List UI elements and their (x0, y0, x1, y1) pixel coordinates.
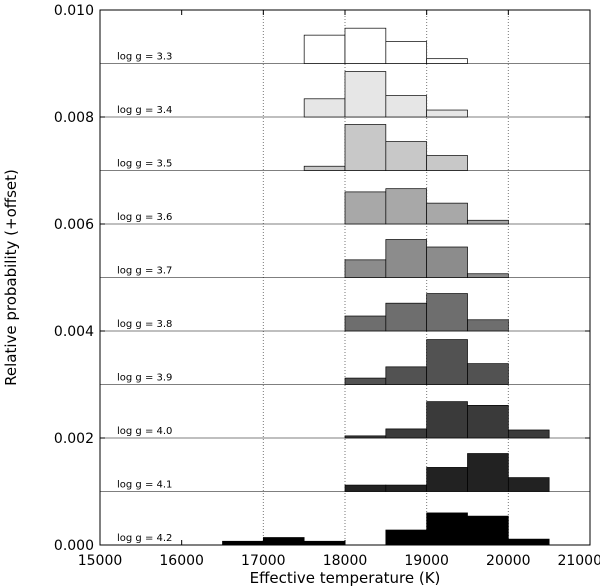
histogram-bar (344, 315, 387, 332)
histogram-bar (385, 302, 428, 332)
histogram-bar (344, 71, 387, 118)
histogram-bar (467, 363, 509, 385)
histogram-bar (426, 339, 468, 385)
row-label: log g = 4.0 (117, 426, 172, 437)
histogram-bar (467, 319, 509, 332)
histogram-bar (344, 259, 387, 278)
y-tick-label: 0.004 (54, 324, 94, 340)
histogram-bar (385, 428, 428, 439)
x-tick-label: 15000 (78, 553, 123, 569)
histogram-bar (262, 537, 305, 546)
histogram-bar (344, 124, 387, 171)
row-label: log g = 3.6 (117, 212, 172, 223)
histogram-bar (426, 246, 468, 278)
row-label: log g = 3.3 (117, 52, 172, 63)
y-axis-label: Relative probability (+offset) (2, 169, 20, 386)
y-tick-label: 0.002 (54, 431, 94, 447)
histogram-bar (385, 484, 428, 492)
histogram-bar (426, 512, 468, 546)
histogram-bar (467, 453, 509, 492)
histogram-bar (344, 27, 387, 64)
x-tick-label: 18000 (323, 553, 368, 569)
y-tick-label: 0.000 (54, 538, 94, 554)
histogram-bar (385, 95, 428, 118)
histogram-bar (426, 109, 468, 118)
row-label: log g = 3.4 (117, 105, 172, 116)
x-tick-label: 17000 (241, 553, 286, 569)
histogram-bar (344, 377, 387, 385)
histogram-bar (385, 529, 428, 546)
histogram-bar (467, 405, 509, 439)
histogram-bars (222, 27, 550, 546)
y-tick-label: 0.010 (54, 3, 94, 19)
histogram-bar (303, 98, 346, 118)
histogram-bar (385, 239, 428, 278)
histogram-bar (385, 41, 428, 64)
histogram-bar (467, 219, 509, 225)
histogram-bar (303, 540, 346, 546)
histogram-bar (385, 188, 428, 225)
histogram-bar (344, 484, 387, 492)
histogram-bar (344, 191, 387, 225)
histogram-bar (426, 293, 468, 332)
histogram-bar (467, 273, 509, 278)
row-label: log g = 4.2 (117, 533, 172, 544)
histogram-bar (385, 366, 428, 385)
row-labels: log g = 3.3 log g = 3.4 log g = 3.5 log g =… (117, 52, 172, 545)
y-tick-label: 0.006 (54, 217, 94, 233)
x-tick-label: 16000 (159, 553, 204, 569)
histogram-bar (507, 477, 550, 492)
histogram-bar (426, 467, 468, 492)
histogram-bar (426, 401, 468, 439)
histogram-bar (303, 34, 346, 64)
histogram-bar (303, 165, 346, 171)
x-tick-label: 21000 (557, 553, 600, 569)
x-tick-label: 20000 (486, 553, 531, 569)
row-label: log g = 3.5 (117, 159, 172, 170)
x-axis-label: Effective temperature (K) (250, 569, 441, 587)
histogram-bar (507, 429, 550, 439)
x-tick-label: 19000 (404, 553, 449, 569)
histogram-bar (507, 538, 550, 546)
histogram-bar (426, 155, 468, 171)
axis-ticks: 15000 16000 17000 18000 19000 20000 21000 0.000… (54, 3, 600, 569)
histogram-bar (344, 435, 387, 439)
row-label: log g = 3.9 (117, 373, 172, 384)
row-label: log g = 4.1 (117, 480, 172, 491)
y-tick-label: 0.008 (54, 110, 94, 126)
row-label: log g = 3.8 (117, 319, 172, 330)
histogram-bar (426, 202, 468, 225)
histogram-bar (385, 141, 428, 171)
histogram-bar (467, 515, 509, 546)
histogram-bar (426, 58, 468, 64)
row-label: log g = 3.7 (117, 266, 172, 277)
histogram-bar (222, 540, 264, 546)
